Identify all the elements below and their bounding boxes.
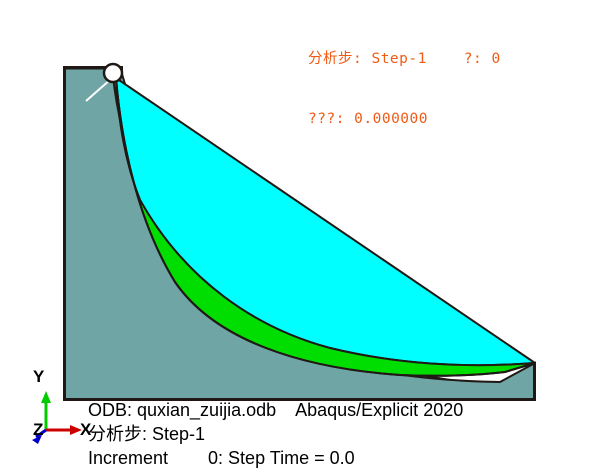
curve-inner-boundary	[115, 77, 536, 377]
axis-label-y: Y	[33, 367, 45, 386]
y-axis-arrowhead	[41, 391, 51, 403]
z-axis-line	[35, 428, 47, 439]
caption-step-line: 分析步: Step-1	[88, 424, 206, 444]
axis-triad	[32, 391, 82, 444]
apex-node-marker[interactable]	[102, 62, 124, 84]
z-axis-arrowhead	[32, 435, 42, 444]
status-step-line: 分析步: Step-1 ?: 0	[308, 51, 501, 67]
axis-label-x: X	[80, 420, 92, 439]
axis-label-z: Z	[33, 420, 44, 439]
guide-line	[85, 78, 112, 102]
status-time-line: ???: 0.000000	[308, 111, 428, 127]
caption-increment-line: Increment 0: Step Time = 0.0	[88, 448, 355, 468]
caption-odb-line: ODB: quxian_zuijia.odb Abaqus/Explicit 2…	[88, 400, 464, 420]
x-axis-arrowhead	[70, 425, 82, 435]
status-block: 分析步: Step-1 ?: 0 ???: 0.000000	[308, 9, 501, 169]
